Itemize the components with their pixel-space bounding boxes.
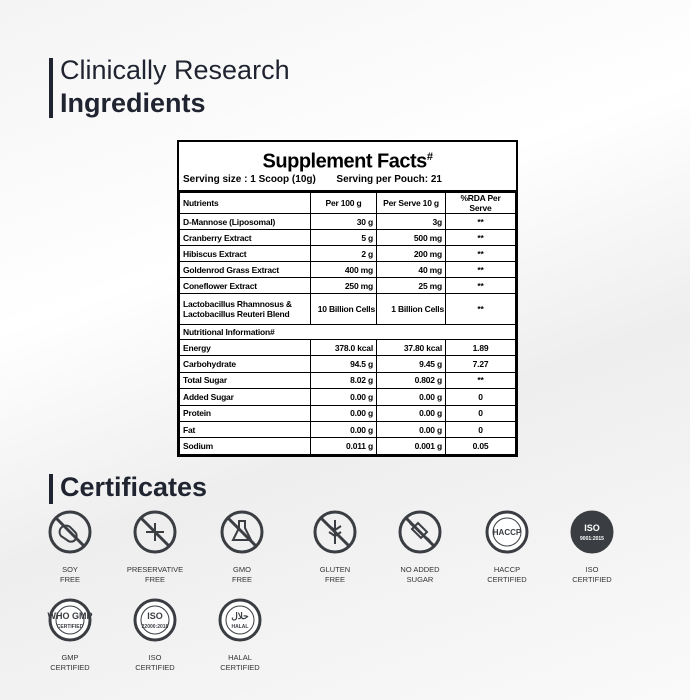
badge-ring bbox=[570, 510, 614, 554]
servings: Serving per Pouch: 21 bbox=[336, 174, 442, 185]
icon-ring bbox=[313, 510, 357, 554]
cert-label: FREE bbox=[232, 575, 252, 584]
icon-slash bbox=[54, 516, 86, 548]
serving-row: Serving size : 1 Scoop (10g) Serving per … bbox=[179, 172, 516, 192]
cert-label: ISO bbox=[149, 653, 162, 662]
supplement-facts: Supplement Facts# Serving size : 1 Scoop… bbox=[177, 140, 518, 457]
cert-label: ISO bbox=[586, 565, 599, 574]
title-mark: # bbox=[426, 151, 433, 163]
icon-symbol bbox=[231, 520, 253, 541]
badge-text: HALAL bbox=[232, 624, 249, 630]
badge-text: حلال bbox=[231, 611, 249, 621]
serving-size: Serving size : 1 Scoop (10g) bbox=[183, 174, 316, 185]
cert-label: HALAL bbox=[228, 653, 252, 662]
table-cell: 0.05 bbox=[445, 437, 516, 455]
badge-text: ISO bbox=[147, 611, 163, 621]
cert-label: CERTIFIED bbox=[135, 663, 175, 672]
cert-label: CERTIFIED bbox=[50, 663, 90, 672]
icon-ring bbox=[133, 510, 177, 554]
table-row: Sodium 0.011 g 0.001 g 0.05 bbox=[179, 437, 516, 455]
table-row: Coneflower Extract 250 mg 25 mg ** bbox=[179, 277, 516, 294]
table-row: Energy 378.0 kcal 37.80 kcal 1.89 bbox=[179, 338, 516, 357]
table-row: D-Mannose (Liposomal) 30 g 3g ** bbox=[179, 213, 516, 230]
cert-label: FREE bbox=[325, 575, 345, 584]
cert-label: FREE bbox=[60, 575, 80, 584]
icon-ring bbox=[48, 510, 92, 554]
badge-inner bbox=[55, 605, 85, 635]
badge-text: 9001:2015 bbox=[580, 536, 604, 542]
cert-label: CERTIFIED bbox=[572, 575, 612, 584]
badge-text: WHO GMP bbox=[48, 611, 93, 621]
badge-text: 22000:2018 bbox=[142, 624, 169, 630]
cert-label: CERTIFIED bbox=[220, 663, 260, 672]
cert-label: GMP bbox=[61, 653, 78, 662]
cert-label: GLUTEN bbox=[320, 565, 350, 574]
icon-slash bbox=[319, 516, 351, 548]
cert-label: NO ADDED bbox=[400, 565, 440, 574]
heading-line2: Ingredients bbox=[60, 88, 206, 118]
table-cell: 10 Billion Cells bbox=[310, 293, 377, 325]
table-row: Hibiscus Extract 2 g 200 mg ** bbox=[179, 245, 516, 262]
icon-ring bbox=[220, 510, 264, 554]
heading-line1: Clinically Research bbox=[60, 55, 290, 85]
icon-slash bbox=[139, 516, 171, 548]
cert-label: FREE bbox=[145, 575, 165, 584]
cert-label: GMO bbox=[233, 565, 251, 574]
cert-label: PRESERVATIVE bbox=[127, 565, 183, 574]
table-row: Carbohydrate 94.5 g 9.45 g 7.27 bbox=[179, 355, 516, 373]
table-cell: 0.011 g bbox=[310, 437, 377, 455]
cert-label: SUGAR bbox=[407, 575, 434, 584]
badge-text: ISO bbox=[584, 523, 600, 533]
cert-label: CERTIFIED bbox=[487, 575, 527, 584]
table-cell: Sodium bbox=[179, 437, 311, 455]
badge-text: CERTIFIED bbox=[57, 624, 84, 630]
accent-bar bbox=[49, 58, 53, 118]
facts-table: Nutrients Per 100 g Per Serve 10 g %RDA Per… bbox=[179, 192, 516, 455]
cert-label: HACCP bbox=[494, 565, 520, 574]
badge-inner bbox=[225, 605, 255, 635]
accent-bar bbox=[49, 474, 53, 504]
table-row: Total Sugar 8.02 g 0.802 g ** bbox=[179, 371, 516, 390]
badge-text: HACCP bbox=[493, 528, 522, 537]
facts-title: Supplement Facts# bbox=[179, 142, 516, 173]
table-cell: ** bbox=[445, 293, 516, 325]
badge-inner bbox=[492, 517, 522, 547]
icon-slash bbox=[404, 516, 436, 548]
icon-slash bbox=[226, 516, 258, 548]
badge-inner bbox=[140, 605, 170, 635]
icon-symbol bbox=[58, 524, 78, 543]
cert-label: SOY bbox=[62, 565, 78, 574]
title-text: Supplement Facts bbox=[262, 150, 428, 173]
cert-title: Certificates bbox=[60, 472, 208, 502]
icon-ring bbox=[398, 510, 442, 554]
